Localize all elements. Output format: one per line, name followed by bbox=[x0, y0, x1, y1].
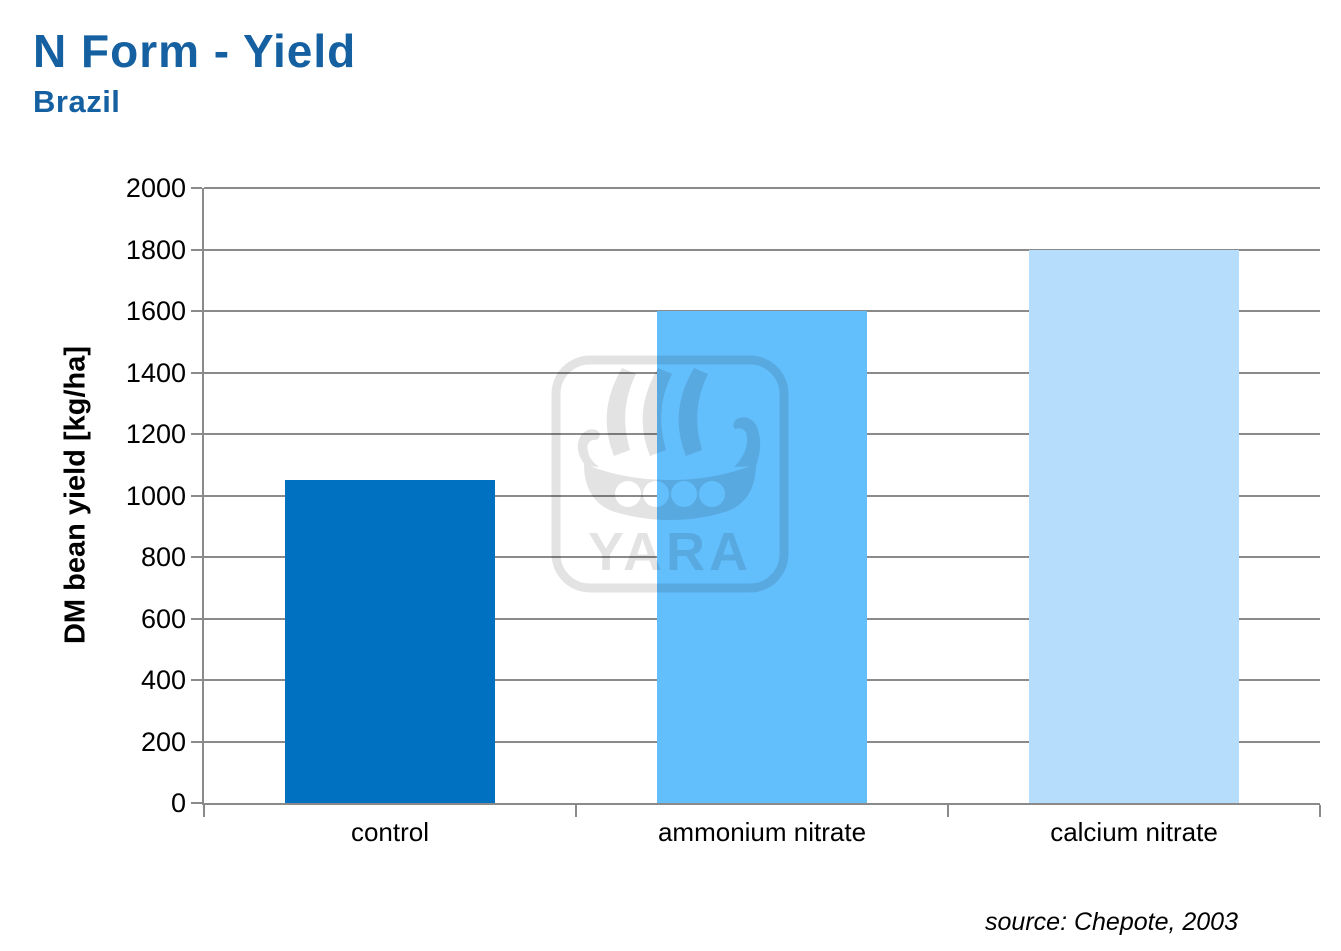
y-tick-mark-0 bbox=[191, 802, 202, 804]
y-tick-mark-1800 bbox=[191, 248, 202, 251]
x-tick-mark-1 bbox=[575, 805, 577, 817]
page-title: N Form - Yield bbox=[33, 25, 357, 77]
gridline-1800 bbox=[204, 248, 1320, 251]
y-tick-label-600: 600 bbox=[140, 603, 186, 634]
gridline-2000 bbox=[204, 187, 1320, 189]
y-tick-label-1800: 1800 bbox=[125, 234, 186, 265]
bar-calcium-nitrate bbox=[1028, 249, 1240, 803]
y-tick-label-1000: 1000 bbox=[125, 480, 186, 511]
x-axis-label-calcium-nitrate: calcium nitrate bbox=[1050, 817, 1218, 847]
y-tick-mark-1200 bbox=[191, 433, 202, 435]
y-tick-label-2000: 2000 bbox=[125, 173, 186, 203]
y-tick-mark-200 bbox=[191, 740, 202, 743]
y-axis-title: DM bean yield [kg/ha] bbox=[59, 345, 92, 645]
y-tick-mark-600 bbox=[191, 617, 202, 620]
y-tick-label-1200: 1200 bbox=[125, 419, 186, 449]
plot-area: 0 200 400 600 800 1000 1200 1400 1600 1800 2000 con… bbox=[126, 173, 1321, 847]
x-tick-mark-2 bbox=[947, 805, 949, 817]
source-note: source: Chepote, 2003 bbox=[985, 908, 1238, 936]
x-axis-label-control: control bbox=[350, 817, 430, 847]
x-axis-label-ammonium-nitrate: ammonium nitrate bbox=[657, 817, 867, 847]
y-tick-label-0: 0 bbox=[170, 788, 186, 818]
y-tick-mark-1000 bbox=[191, 494, 202, 497]
y-tick-label-200: 200 bbox=[140, 726, 186, 757]
y-tick-label-1400: 1400 bbox=[125, 357, 186, 388]
watermark-sail-1 bbox=[606, 368, 636, 456]
y-tick-mark-1600 bbox=[191, 310, 202, 312]
y-tick-mark-1400 bbox=[191, 371, 202, 374]
bar-ammonium-nitrate bbox=[656, 311, 868, 803]
y-tick-mark-2000 bbox=[191, 187, 202, 189]
page-subtitle: Brazil bbox=[33, 84, 121, 119]
bar-control bbox=[284, 480, 496, 803]
y-tick-label-400: 400 bbox=[140, 665, 186, 695]
x-tick-mark-0 bbox=[203, 805, 205, 817]
y-tick-label-800: 800 bbox=[140, 542, 186, 572]
y-tick-mark-800 bbox=[191, 556, 202, 558]
y-tick-label-1600: 1600 bbox=[125, 296, 186, 326]
y-tick-mark-400 bbox=[191, 679, 202, 681]
x-tick-mark-3 bbox=[1319, 805, 1321, 817]
